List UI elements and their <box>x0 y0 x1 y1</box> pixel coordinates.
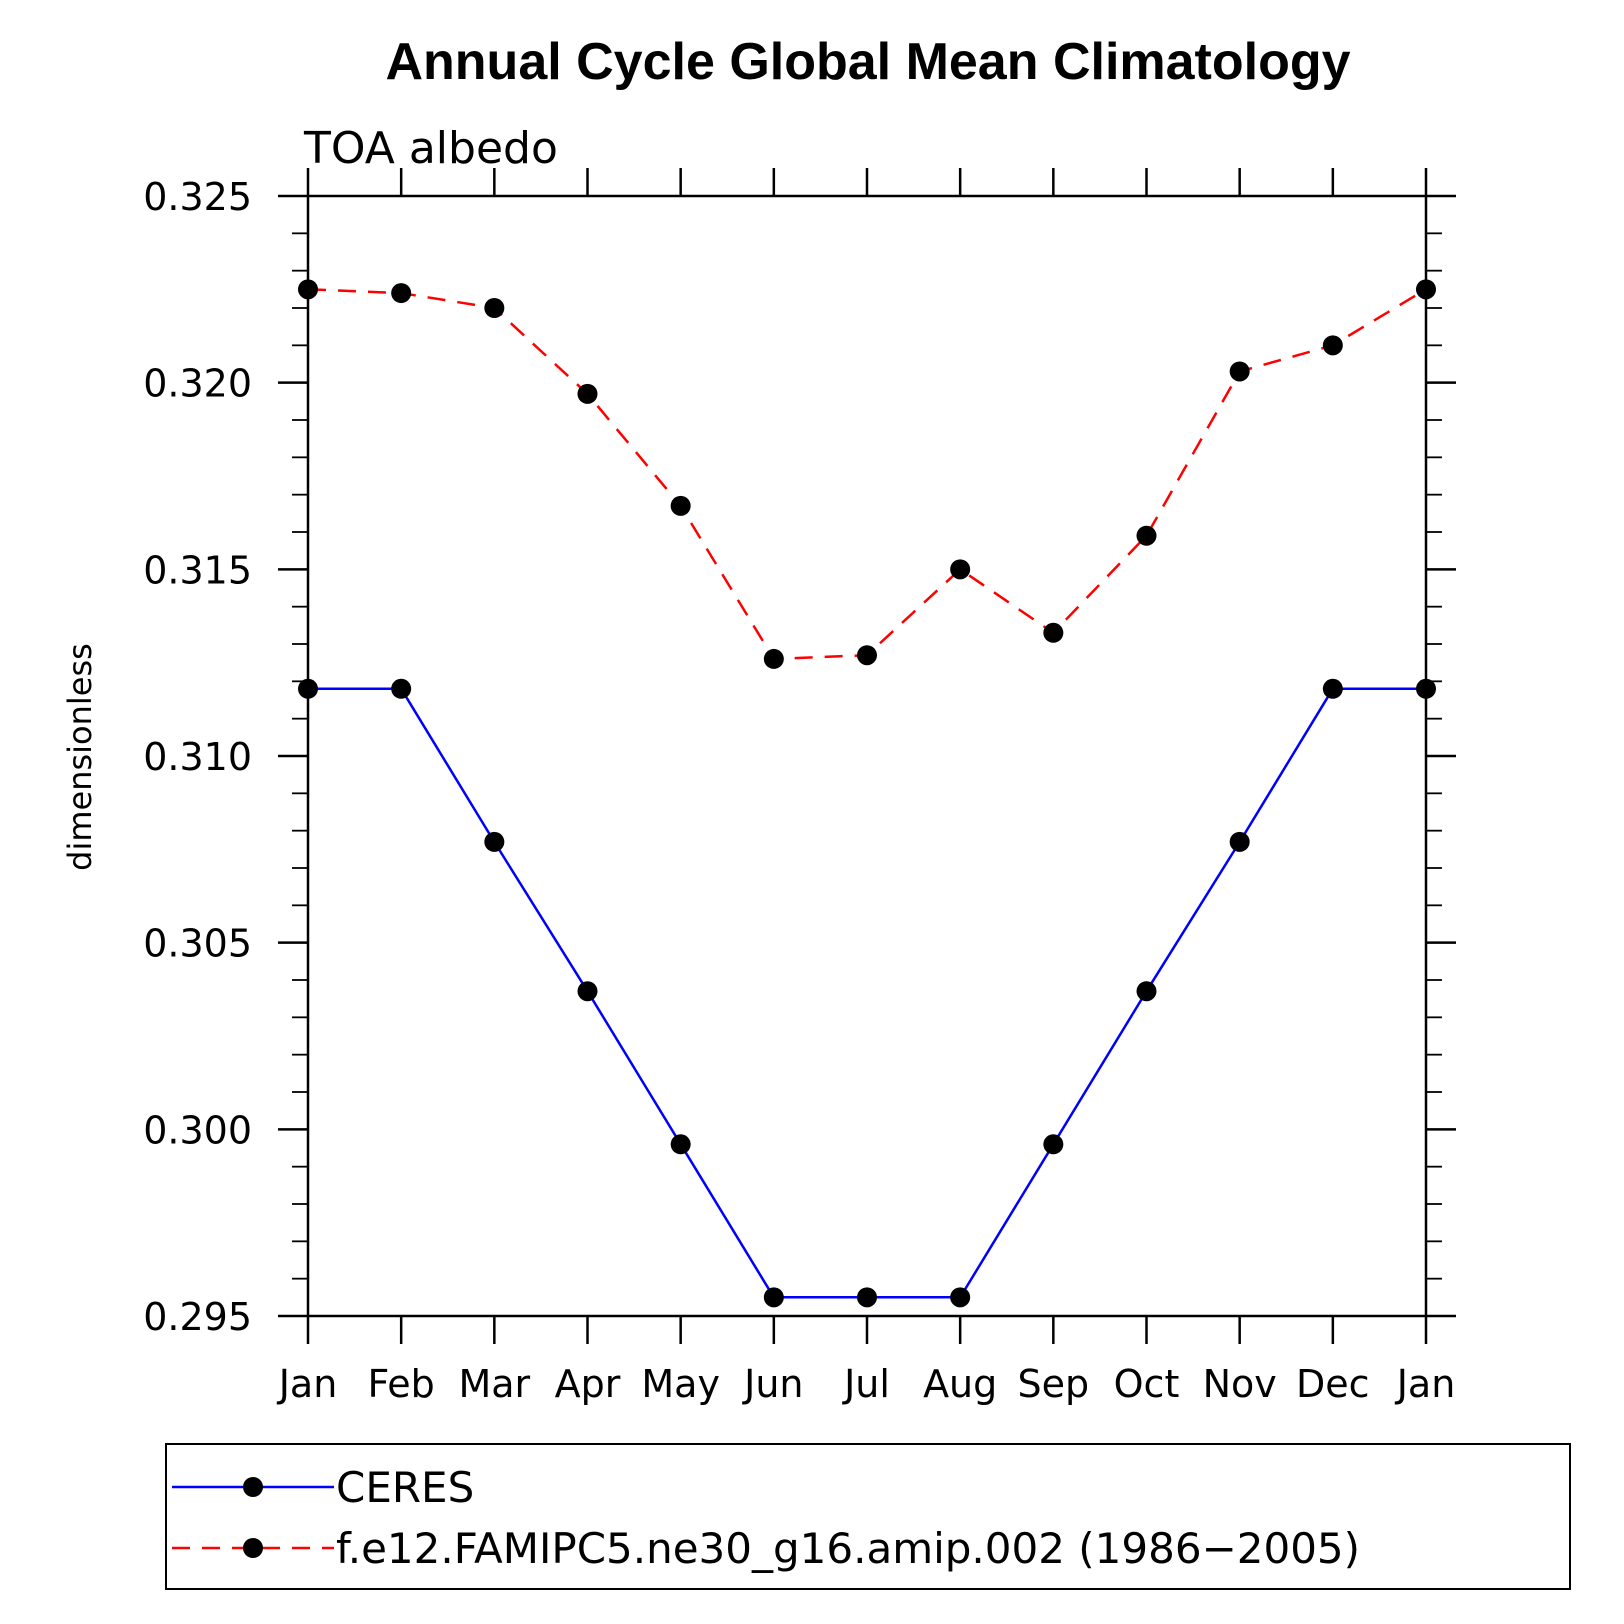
data-point <box>577 383 598 404</box>
data-point <box>950 1287 971 1308</box>
x-tick-label: Mar <box>458 1362 530 1406</box>
x-tick-label: Jan <box>1395 1362 1456 1406</box>
data-markers <box>298 279 1436 1308</box>
y-tick-label: 0.305 <box>143 922 252 966</box>
data-point <box>1043 622 1064 643</box>
x-tick-label: Jun <box>742 1362 803 1406</box>
legend-marker-model <box>243 1538 263 1558</box>
legend: CERES f.e12.FAMIPC5.ne30_g16.amip.002 (1… <box>165 1443 1571 1590</box>
data-point <box>1229 361 1250 382</box>
x-tick-label: Sep <box>1018 1362 1090 1406</box>
data-point <box>298 678 318 699</box>
y-tick-label: 0.325 <box>143 175 252 219</box>
data-point <box>577 981 598 1002</box>
data-point <box>763 648 784 669</box>
axis-ticks <box>278 168 1456 1344</box>
x-tick-label: Apr <box>555 1362 621 1406</box>
data-point <box>950 559 971 580</box>
data-point <box>298 279 318 300</box>
data-point <box>391 678 412 699</box>
data-point <box>1043 1134 1064 1155</box>
y-tick-label: 0.295 <box>143 1295 252 1339</box>
data-point <box>1416 678 1436 699</box>
data-point <box>391 283 412 304</box>
data-point <box>1229 831 1250 852</box>
y-tick-label: 0.315 <box>143 548 252 592</box>
series-lines <box>307 288 1427 1299</box>
legend-label-model: f.e12.FAMIPC5.ne30_g16.amip.002 (1986−20… <box>336 1524 1360 1573</box>
chart-title: Annual Cycle Global Mean Climatology <box>385 33 1350 91</box>
x-tick-label: Nov <box>1203 1362 1277 1406</box>
data-point <box>1136 981 1157 1002</box>
data-point <box>857 645 877 666</box>
data-point <box>484 831 505 852</box>
y-tick-label: 0.310 <box>143 735 252 779</box>
series-line-0 <box>308 687 1426 1299</box>
data-point <box>670 495 691 516</box>
legend-label-ceres: CERES <box>336 1463 474 1512</box>
data-point <box>484 298 505 318</box>
x-tick-label: May <box>641 1362 720 1406</box>
series-line-1 <box>307 288 1427 661</box>
data-point <box>857 1287 877 1308</box>
data-point <box>1322 678 1343 699</box>
data-point <box>763 1287 784 1308</box>
data-point <box>1416 279 1436 300</box>
x-tick-label: Feb <box>368 1362 435 1406</box>
chart-subtitle: TOA albedo <box>303 123 558 174</box>
plot-area <box>306 194 1428 1318</box>
x-tick-label: Jan <box>277 1362 338 1406</box>
x-tick-label: Jul <box>842 1362 890 1406</box>
y-tick-label: 0.300 <box>143 1108 252 1152</box>
data-point <box>1136 525 1157 546</box>
y-axis-label: dimensionless <box>61 643 99 871</box>
y-tick-labels: 0.295 0.300 0.305 0.310 0.315 0.320 0.325 <box>143 175 252 1339</box>
legend-box <box>165 1443 1571 1590</box>
x-tick-labels: Jan Feb Mar Apr May Jun Jul Aug Sep Oct Nov Dec Jan <box>277 1362 1456 1406</box>
x-tick-label: Oct <box>1114 1362 1180 1406</box>
legend-marker-ceres <box>243 1477 263 1497</box>
y-tick-label: 0.320 <box>143 362 252 406</box>
data-point <box>670 1134 691 1155</box>
data-point <box>1322 335 1343 356</box>
x-tick-label: Dec <box>1296 1362 1370 1406</box>
x-tick-label: Aug <box>923 1362 997 1406</box>
